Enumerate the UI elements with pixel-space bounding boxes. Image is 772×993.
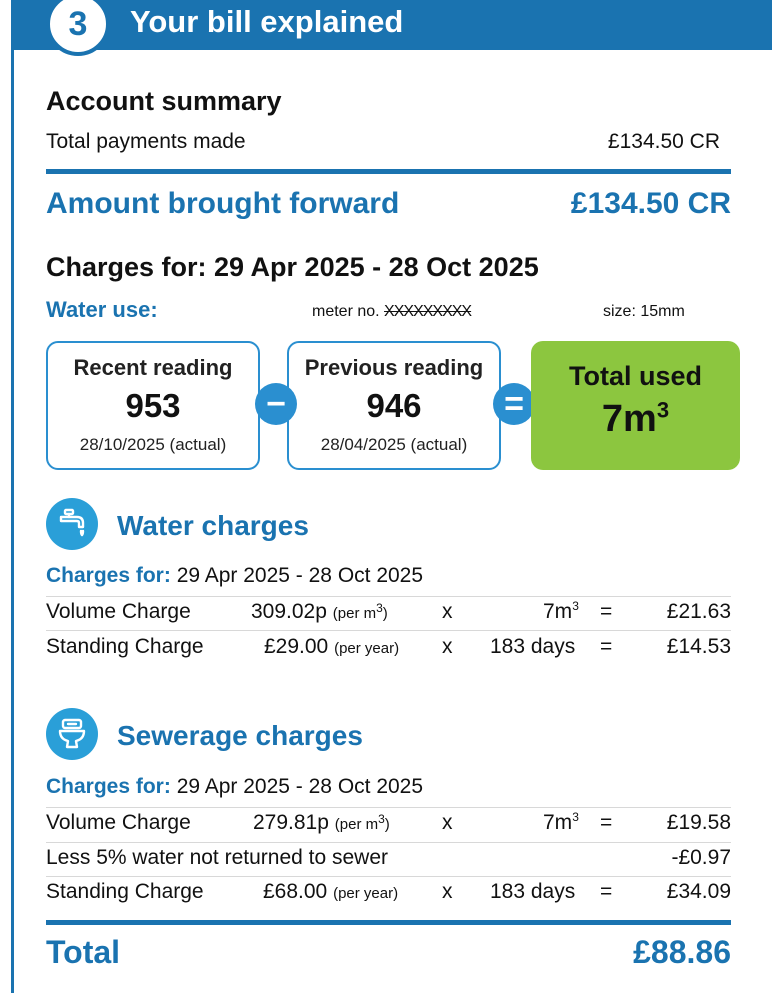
recent-reading-value: 953 bbox=[125, 387, 181, 424]
previous-reading-value: 946 bbox=[366, 387, 422, 424]
sewerage-standing-amount: £34.09 bbox=[666, 880, 731, 903]
sewerage-charges-title: Sewerage charges bbox=[117, 720, 363, 751]
previous-reading-label: Previous reading bbox=[304, 355, 484, 380]
sewer-return-allowance-name: Less 5% water not returned to sewer bbox=[46, 846, 389, 869]
meter-label: meter no. bbox=[312, 303, 380, 320]
account-summary-title: Account summary bbox=[46, 86, 282, 116]
water-volume-times: x bbox=[442, 600, 453, 623]
previous-reading-date: 28/04/2025 (actual) bbox=[320, 435, 468, 454]
recent-reading-label: Recent reading bbox=[73, 355, 233, 380]
sewerage-volume-amount: £19.58 bbox=[666, 811, 731, 834]
sewerage-volume-times: x bbox=[442, 811, 453, 834]
total-label: Total bbox=[46, 934, 121, 970]
meter-number-label: meter no. XXXXXXXXX bbox=[312, 303, 472, 321]
rate-unit-text: (per m bbox=[334, 816, 379, 833]
equals-icon: = bbox=[493, 383, 535, 425]
sewerage-volume-rate: 279.81p (per m3) bbox=[253, 811, 390, 835]
divider bbox=[46, 876, 731, 877]
divider bbox=[46, 920, 731, 925]
divider bbox=[46, 596, 731, 597]
sewerage-charges-period: Charges for: 29 Apr 2025 - 28 Oct 2025 bbox=[46, 775, 423, 799]
minus-icon: − bbox=[255, 383, 297, 425]
rate-unit: (per year) bbox=[334, 640, 400, 657]
rate-unit-text: (per m bbox=[332, 605, 377, 622]
charges-period-title: Charges for: 29 Apr 2025 - 28 Oct 2025 bbox=[46, 252, 539, 282]
total-used-unit-sup: 3 bbox=[656, 397, 670, 423]
recent-reading-box: Recent reading 953 28/10/2025 (actual) bbox=[46, 341, 260, 470]
water-volume-equals: = bbox=[600, 600, 613, 623]
water-period-label: Charges for: bbox=[46, 564, 171, 587]
rate-unit-end: ) bbox=[382, 605, 388, 622]
divider bbox=[46, 169, 731, 174]
section-title: Your bill explained bbox=[130, 4, 404, 39]
water-standing-times: x bbox=[442, 635, 453, 658]
water-use-label: Water use: bbox=[46, 297, 158, 322]
qty-text: 7m bbox=[543, 600, 573, 623]
sewerage-period-label: Charges for: bbox=[46, 775, 171, 798]
rate-unit-end: ) bbox=[384, 816, 390, 833]
sewer-return-allowance-amount: -£0.97 bbox=[671, 846, 731, 869]
total-used-box: Total used 7m3 bbox=[531, 341, 740, 470]
toilet-icon bbox=[46, 708, 98, 760]
payments-value: £134.50 CR bbox=[607, 130, 720, 153]
rate-unit: (per m3) bbox=[334, 813, 390, 833]
meter-size: size: 15mm bbox=[603, 303, 685, 320]
rate-unit: (per year) bbox=[333, 885, 399, 902]
sewerage-period-value: 29 Apr 2025 - 28 Oct 2025 bbox=[170, 775, 424, 798]
water-standing-name: Standing Charge bbox=[46, 635, 204, 658]
recent-reading-date: 28/10/2025 (actual) bbox=[79, 435, 227, 454]
sewerage-standing-times: x bbox=[442, 880, 453, 903]
rate-text: £68.00 bbox=[263, 880, 328, 903]
water-charges-title: Water charges bbox=[117, 510, 309, 541]
meter-number-redacted: XXXXXXXXX bbox=[384, 303, 472, 320]
water-period-value: 29 Apr 2025 - 28 Oct 2025 bbox=[170, 564, 424, 587]
sewerage-standing-equals: = bbox=[600, 880, 613, 903]
divider bbox=[46, 630, 731, 631]
brought-forward-value: £134.50 CR bbox=[570, 187, 731, 220]
total-used-number: 7m bbox=[601, 398, 657, 440]
section-header-bar bbox=[11, 0, 772, 50]
tap-icon bbox=[46, 498, 98, 550]
rate-text: 279.81p bbox=[253, 811, 329, 834]
brought-forward-label: Amount brought forward bbox=[46, 187, 400, 220]
sewerage-standing-rate: £68.00 (per year) bbox=[263, 880, 398, 904]
sewerage-standing-name: Standing Charge bbox=[46, 880, 204, 903]
water-volume-rate-unit: (per m3) bbox=[332, 602, 388, 622]
sewerage-standing-qty: 183 days bbox=[490, 880, 576, 903]
total-amount: £88.86 bbox=[633, 934, 731, 970]
water-volume-name: Volume Charge bbox=[46, 600, 191, 623]
rate-unit-sup: 3 bbox=[376, 601, 383, 615]
section-left-rule bbox=[11, 50, 14, 993]
total-used-label: Total used bbox=[568, 361, 702, 391]
water-volume-amount: £21.63 bbox=[666, 600, 731, 623]
water-volume-rate: 309.02p (per m3) bbox=[251, 600, 388, 624]
sewerage-volume-qty: 7m3 bbox=[543, 811, 579, 835]
water-standing-equals: = bbox=[600, 635, 613, 658]
qty-sup: 3 bbox=[572, 810, 579, 824]
payments-label: Total payments made bbox=[46, 130, 246, 153]
rate-text: £29.00 bbox=[264, 635, 329, 658]
water-standing-amount: £14.53 bbox=[666, 635, 731, 658]
qty-text: 7m bbox=[543, 811, 573, 834]
water-volume-rate-value: 309.02p bbox=[251, 600, 327, 623]
water-charges-period: Charges for: 29 Apr 2025 - 28 Oct 2025 bbox=[46, 564, 423, 588]
water-volume-qty: 7m3 bbox=[543, 600, 579, 624]
water-standing-qty: 183 days bbox=[490, 635, 576, 658]
sewerage-volume-name: Volume Charge bbox=[46, 811, 191, 834]
divider bbox=[46, 842, 731, 843]
previous-reading-box: Previous reading 946 28/04/2025 (actual) bbox=[287, 341, 501, 470]
divider bbox=[46, 807, 731, 808]
rate-unit-sup: 3 bbox=[378, 812, 385, 826]
qty-sup: 3 bbox=[572, 599, 579, 613]
step-number-badge: 3 bbox=[46, 0, 110, 56]
water-standing-rate: £29.00 (per year) bbox=[264, 635, 399, 659]
total-used-value: 7m3 bbox=[531, 398, 740, 441]
sewerage-volume-equals: = bbox=[600, 811, 613, 834]
